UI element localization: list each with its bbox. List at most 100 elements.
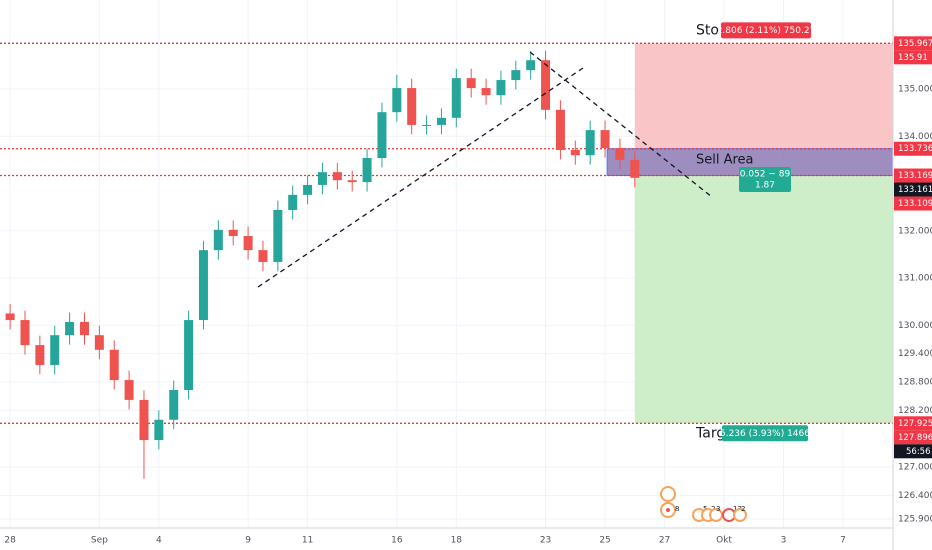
event-count: 8 xyxy=(675,505,679,513)
target-badge-bg xyxy=(722,425,808,442)
event-dot xyxy=(666,508,670,512)
candle-body xyxy=(273,209,283,262)
center-badge-bg xyxy=(739,167,791,192)
y-tick-label: 135.000 xyxy=(898,85,932,95)
trend-line xyxy=(257,67,584,288)
candle-body xyxy=(184,320,194,390)
target-badge: 5.236 (3.93%) 1466 xyxy=(720,429,810,439)
price-label: 133.109 xyxy=(898,199,932,209)
candle-body xyxy=(392,88,402,113)
zone-label: Sell Area xyxy=(696,153,754,168)
candle-body xyxy=(35,345,45,365)
candle-body xyxy=(5,313,15,321)
axis: 28 Sep 4 9 11 16 18 23 25 27 Okt 3 7125.900126.40012… xyxy=(4,36,932,546)
candle-body xyxy=(65,321,75,336)
candle-body xyxy=(213,229,223,251)
price-label: 133.736 xyxy=(898,144,932,154)
candle-body xyxy=(541,60,551,110)
x-tick-label: 25 xyxy=(599,536,610,546)
price-label-bg xyxy=(894,182,932,197)
candle-body xyxy=(139,399,149,441)
center-badge: 0.052 ~ 89 xyxy=(740,170,791,180)
center-badge: 1.87 xyxy=(755,181,775,191)
price-label-bg xyxy=(894,168,932,183)
candle-body xyxy=(362,157,372,183)
y-tick-label: 132.000 xyxy=(898,226,932,236)
position-zone xyxy=(634,175,893,424)
stop-label: Sto xyxy=(696,22,719,38)
price-label-bg xyxy=(894,430,932,445)
candle-body xyxy=(332,172,342,181)
candle-body xyxy=(20,320,30,346)
candle-body xyxy=(288,194,298,210)
target-label: Targ xyxy=(695,425,725,441)
candle-body xyxy=(198,250,208,321)
candle-body xyxy=(169,389,179,420)
x-tick-label: 7 xyxy=(840,536,846,546)
y-tick-label: 130.000 xyxy=(898,321,932,331)
candles xyxy=(5,50,640,479)
candle-body xyxy=(228,229,238,236)
candle-body xyxy=(377,112,387,158)
y-tick-label: 134.000 xyxy=(898,132,932,142)
countdown-bg xyxy=(894,444,932,459)
x-tick-label: 3 xyxy=(781,536,787,546)
price-label-bg xyxy=(894,141,932,156)
trend-line xyxy=(529,51,713,198)
candle-body xyxy=(451,78,461,118)
price-label: 127.896 xyxy=(898,433,932,443)
x-tick-label: 11 xyxy=(302,536,313,546)
price-label: 135.967 xyxy=(898,39,932,49)
event-count: 3 xyxy=(716,505,720,513)
y-tick-label: 126.400 xyxy=(898,491,932,501)
y-tick-label: 128.800 xyxy=(898,377,932,387)
candle-body xyxy=(570,149,580,156)
candle-body xyxy=(79,321,89,336)
candle-body xyxy=(600,130,610,149)
candle-body xyxy=(50,335,60,365)
candle-body xyxy=(615,148,625,160)
price-label: 135.91 xyxy=(898,53,928,63)
candle-body xyxy=(466,78,476,89)
candle-body xyxy=(243,235,253,251)
candle-body xyxy=(496,80,506,96)
candle-body xyxy=(109,349,119,381)
candle-body xyxy=(511,70,521,81)
candle-body xyxy=(154,419,164,441)
candle-body xyxy=(317,172,327,185)
price-label-bg xyxy=(894,416,932,431)
candle-body xyxy=(555,109,565,150)
price-label-bg xyxy=(894,50,932,65)
price-label: 127.925 xyxy=(898,419,932,429)
stop-badge-bg xyxy=(721,22,811,39)
candle-body xyxy=(303,184,313,195)
candle-body xyxy=(124,380,134,400)
candle-body xyxy=(347,180,357,183)
candle-body xyxy=(585,130,595,156)
price-label: 133.161 xyxy=(898,185,932,195)
candle-body xyxy=(94,335,104,350)
x-tick-label: 9 xyxy=(245,536,251,546)
event-count: 2 xyxy=(741,505,745,513)
x-tick-label: Sep xyxy=(91,536,108,546)
stop-badge: 2.806 (2.11%) 750.27 xyxy=(717,26,816,36)
price-label: 133.169 xyxy=(898,171,932,181)
x-tick-label: Okt xyxy=(716,536,732,546)
event-icons: 8 5 2 3 13 2 xyxy=(660,486,747,522)
x-tick-label: 23 xyxy=(540,536,551,546)
event-icon xyxy=(733,508,747,522)
y-tick-label: 128.200 xyxy=(898,406,932,416)
candle-body xyxy=(481,88,491,96)
y-tick-label: 131.000 xyxy=(898,274,932,284)
candle-body xyxy=(258,250,268,262)
x-tick-label: 27 xyxy=(659,536,670,546)
candle-body xyxy=(422,124,432,126)
candle-body xyxy=(630,159,640,178)
price-label-bg xyxy=(894,196,932,211)
zones xyxy=(606,43,894,424)
y-tick-label: 125.900 xyxy=(898,514,932,524)
position-zone xyxy=(634,43,893,149)
y-tick-label: 127.000 xyxy=(898,463,932,473)
